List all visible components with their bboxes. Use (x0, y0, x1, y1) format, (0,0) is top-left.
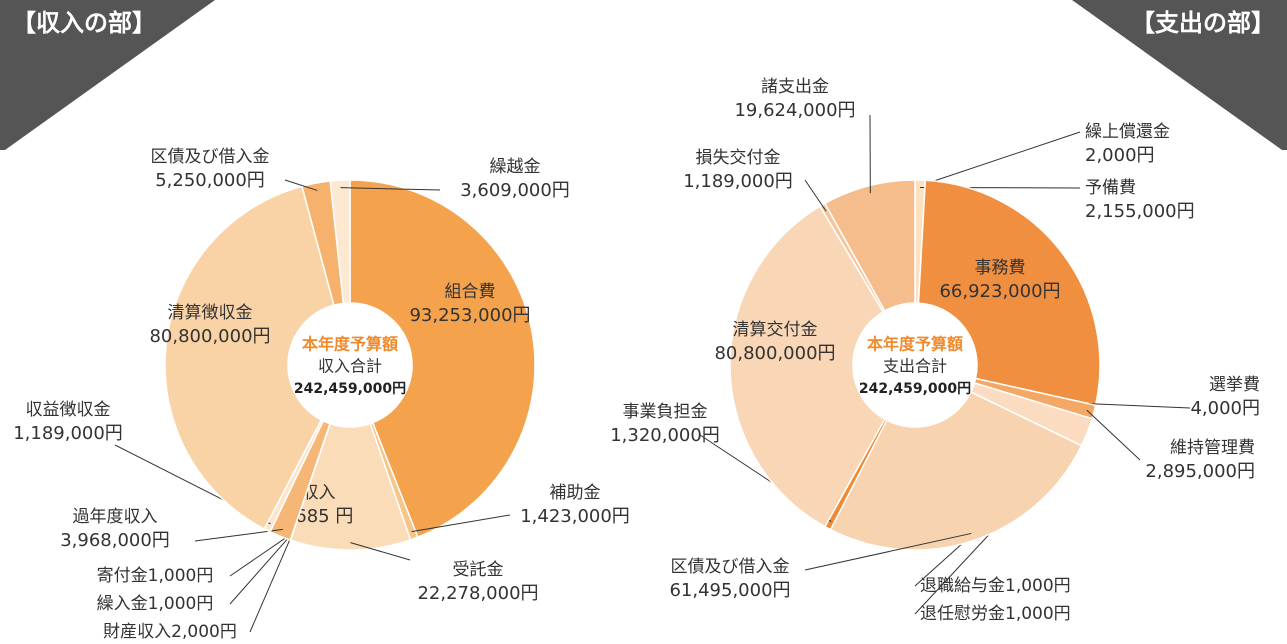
leader-line (249, 532, 294, 633)
value-label: 1,000円 (148, 594, 214, 614)
leader-line (229, 532, 293, 577)
category-label: 退任慰労金 (920, 604, 1005, 624)
value-label: 1,320,000円 (610, 425, 720, 446)
slice-label: 退任慰労金1,000円 (920, 604, 1071, 624)
value-label: 93,253,000円 (409, 305, 530, 326)
pie-slice (829, 391, 1083, 551)
category-label: 予備費 (1085, 178, 1136, 198)
pie-slice (349, 179, 536, 539)
leader-line (350, 542, 411, 561)
banner-left (0, 0, 215, 150)
category-label: 退職給与金 (920, 576, 1005, 596)
slice-label: 退職給与金1,000円 (920, 576, 1071, 596)
leader-line (340, 187, 441, 191)
value-label: 1,000円 (148, 566, 214, 586)
category-label: 清算徴収金 (168, 303, 253, 323)
category-label: 寄付金 (97, 566, 148, 586)
category-label: 選挙費 (1209, 375, 1260, 395)
leader-line (411, 514, 511, 533)
category-label: 区債及び借入金 (151, 147, 270, 167)
value-label: 1,423,000円 (520, 506, 630, 527)
pie-slice (823, 179, 916, 312)
category-label: 組合費 (445, 282, 496, 302)
center-subtitle: 収入合計 (318, 357, 382, 376)
value-label: 66,923,000円 (939, 281, 1060, 302)
leader-line (804, 532, 972, 571)
total-label: 242,459,000円 (859, 381, 971, 397)
category-label: 区債及び借入金 (671, 557, 790, 577)
pie-slice (917, 179, 1101, 407)
value-label: 4,000円 (1190, 398, 1260, 419)
value-label: 19,624,000円 (734, 100, 855, 121)
leader-line (914, 131, 1081, 188)
center-subtitle: 支出合計 (883, 357, 947, 376)
value-label: 22,278,000円 (417, 583, 538, 604)
value-label: 61,495,000円 (669, 580, 790, 601)
value-label: 1,189,000円 (683, 171, 793, 192)
slice-label: 財産収入2,000円 (103, 622, 237, 642)
value-label: 2,155,000円 (1085, 201, 1195, 222)
value-label: 1,000円 (1005, 576, 1071, 596)
value-label: 2,000円 (171, 622, 237, 642)
value-label: 80,800,000円 (714, 343, 835, 364)
slice-label: 寄付金1,000円 (97, 566, 214, 586)
value-label: 2,895,000円 (1145, 461, 1255, 482)
center-title: 本年度予算額 (867, 335, 963, 354)
pie-slice (164, 185, 335, 530)
center-title: 本年度予算額 (302, 335, 398, 354)
value-label: 80,800,000円 (149, 326, 270, 347)
center-hole (855, 305, 975, 425)
category-label: 繰越金 (490, 157, 541, 177)
slice-label: 繰入金1,000円 (97, 594, 214, 614)
total-label: 242,459,000円 (294, 381, 406, 397)
category-label: 清算交付金 (733, 320, 818, 340)
leader-line (284, 179, 318, 191)
category-label: 財産収入 (103, 622, 171, 642)
banner-right (1072, 0, 1287, 150)
category-label: 事務費 (975, 258, 1026, 278)
section-title: 【支出の部】 (1131, 9, 1275, 37)
pie-slice (729, 205, 886, 528)
leader-line (1088, 403, 1191, 409)
category-label: 繰上償還金 (1085, 122, 1170, 142)
category-label: 事業負担金 (623, 402, 708, 422)
section-title: 【収入の部】 (12, 9, 156, 37)
value-label: 3,968,000円 (60, 530, 170, 551)
category-label: 受託金 (453, 560, 504, 580)
category-label: 損失交付金 (696, 148, 781, 168)
leader-line (804, 179, 827, 212)
category-label: 補助金 (550, 483, 601, 503)
leader-line (1086, 409, 1141, 461)
value-label: 5,250,000円 (155, 170, 265, 191)
category-label: 繰入金 (97, 594, 148, 614)
leader-line (229, 532, 294, 605)
value-label: 3,609,000円 (460, 180, 570, 201)
value-label: 1,000円 (1005, 604, 1071, 624)
category-label: 維持管理費 (1170, 438, 1255, 458)
pie-slice (329, 179, 351, 305)
category-label: 収益徴収金 (26, 400, 111, 420)
value-label: 1,189,000円 (13, 423, 123, 444)
category-label: 諸支出金 (761, 77, 829, 97)
center-hole (290, 305, 410, 425)
value-label: 2,000円 (1085, 145, 1155, 166)
category-label: 過年度収入 (73, 507, 158, 527)
